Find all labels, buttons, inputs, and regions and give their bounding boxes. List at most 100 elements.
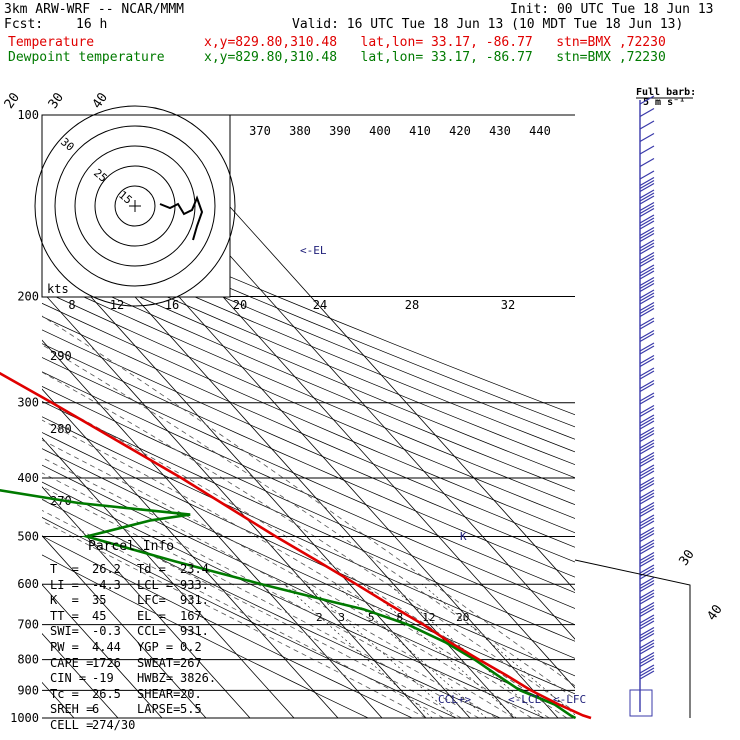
wind-barb xyxy=(639,192,655,202)
wind-barb xyxy=(639,442,655,452)
parcel-info-label: CAPE = xyxy=(50,655,94,670)
wind-barb xyxy=(639,295,655,305)
wind-barb xyxy=(639,651,655,662)
wind-barb xyxy=(639,464,655,474)
wind-barb xyxy=(639,301,655,312)
parcel-info-label: SWEAT= xyxy=(137,655,181,670)
wind-barb xyxy=(639,539,655,549)
wind-barb xyxy=(639,576,655,587)
wind-barb xyxy=(639,379,655,390)
dry-adiabat xyxy=(42,277,575,506)
parcel-info-value: 933. xyxy=(180,577,209,592)
dewpoint-location: x,y=829.80,310.48 lat,lon= 33.17, -86.77… xyxy=(204,50,666,65)
parcel-info-label: CIN = xyxy=(50,671,87,686)
parcel-info-value: 4.44 xyxy=(92,640,121,654)
wind-barb xyxy=(639,182,655,193)
wind-barb xyxy=(639,582,655,593)
wind-barb xyxy=(639,476,655,487)
parcel-info-value: 3826. xyxy=(180,671,217,686)
temp-tick-40: 40 xyxy=(704,602,725,623)
wind-barb xyxy=(639,392,655,402)
pressure-label-100: 100 xyxy=(17,108,39,122)
mixing-ratio-label: 20 xyxy=(456,611,469,624)
mixing-ratio-line xyxy=(334,584,487,718)
wind-barb xyxy=(639,201,655,212)
speed-tick: 24 xyxy=(313,298,327,312)
wind-barb xyxy=(639,432,655,443)
wind-barb xyxy=(639,626,655,637)
temperature-location: x,y=829.80,310.48 lat,lon= 33.17, -86.77… xyxy=(204,35,666,50)
wind-barb xyxy=(639,632,655,643)
wind-barb xyxy=(639,395,655,405)
wind-barb xyxy=(639,304,655,315)
theta-label: 440 xyxy=(529,124,551,138)
dry-adiabat xyxy=(42,535,413,718)
parcel-info-label: LFC= xyxy=(137,593,166,608)
pressure-label-400: 400 xyxy=(17,471,39,485)
theta-label: 430 xyxy=(489,124,511,138)
wind-barb xyxy=(639,176,655,187)
parcel-info-value: 1726 xyxy=(92,655,121,670)
pressure-label-500: 500 xyxy=(17,529,39,543)
model-title: 3km ARW-WRF -- NCAR/MMM xyxy=(4,2,185,17)
mixing-ratio-line xyxy=(362,583,517,718)
wind-barb xyxy=(639,282,655,293)
moist-adiabat xyxy=(42,344,575,700)
wind-barb xyxy=(639,251,655,262)
mixing-ratio-label: 5 xyxy=(368,611,375,624)
wind-barb xyxy=(639,254,655,265)
wind-barb xyxy=(639,451,655,462)
wind-barb xyxy=(639,332,655,343)
wind-barb xyxy=(639,195,655,205)
wind-barb xyxy=(639,607,655,618)
wind-barb xyxy=(639,429,655,440)
wind-barb xyxy=(639,592,655,602)
parcel-info-label: PW = xyxy=(50,640,79,654)
wind-barb xyxy=(639,667,655,677)
wind-barb xyxy=(639,157,655,168)
wind-barb xyxy=(639,520,655,530)
wind-barb xyxy=(639,457,655,468)
pressure-label-800: 800 xyxy=(17,653,39,667)
theta-left-label: 290 xyxy=(50,349,72,363)
theta-label: 370 xyxy=(249,124,271,138)
wind-barb xyxy=(639,404,655,415)
hodograph-ring xyxy=(54,125,216,287)
dry-adiabat xyxy=(42,217,575,440)
moist-adiabat xyxy=(42,456,515,718)
temperature-legend: Temperature xyxy=(8,35,95,50)
wind-barb xyxy=(639,220,655,230)
wind-barb xyxy=(639,517,655,527)
el-annotation: <-EL xyxy=(300,244,327,257)
parcel-info-label: YGP = xyxy=(137,640,174,654)
wind-barb xyxy=(639,426,655,437)
init-time: Init: 00 UTC Tue 18 Jun 13 xyxy=(510,2,714,17)
dry-adiabat xyxy=(42,290,575,519)
parcel-info-label: SWI= xyxy=(50,624,79,639)
wind-barb xyxy=(639,214,655,224)
wind-barb xyxy=(639,470,655,480)
dewpoint-legend: Dewpoint temperature xyxy=(8,50,165,65)
wind-barb xyxy=(639,270,655,280)
dry-adiabat xyxy=(42,432,575,677)
pressure-label-300: 300 xyxy=(17,396,39,410)
wind-barb xyxy=(639,257,655,268)
wind-barb xyxy=(639,267,655,277)
wind-barb xyxy=(639,407,655,418)
wind-barb xyxy=(639,120,655,130)
lcl-annotation: <-LCL xyxy=(508,693,541,706)
ccl-annotation: CCL+> xyxy=(438,693,471,706)
dry-adiabat xyxy=(42,464,575,713)
k-annotation: K xyxy=(460,530,467,543)
wind-barb xyxy=(639,504,655,515)
mixing-ratio-line xyxy=(283,584,433,718)
wind-barb xyxy=(639,639,655,649)
theta-label: 420 xyxy=(449,124,471,138)
dry-adiabat xyxy=(42,499,501,718)
wind-barb xyxy=(639,217,655,227)
wind-barb xyxy=(639,579,655,590)
theta-label: 400 xyxy=(369,124,391,138)
parcel-info-value: 267 xyxy=(180,655,202,670)
wind-barb xyxy=(639,664,655,674)
wind-barb xyxy=(639,307,655,318)
